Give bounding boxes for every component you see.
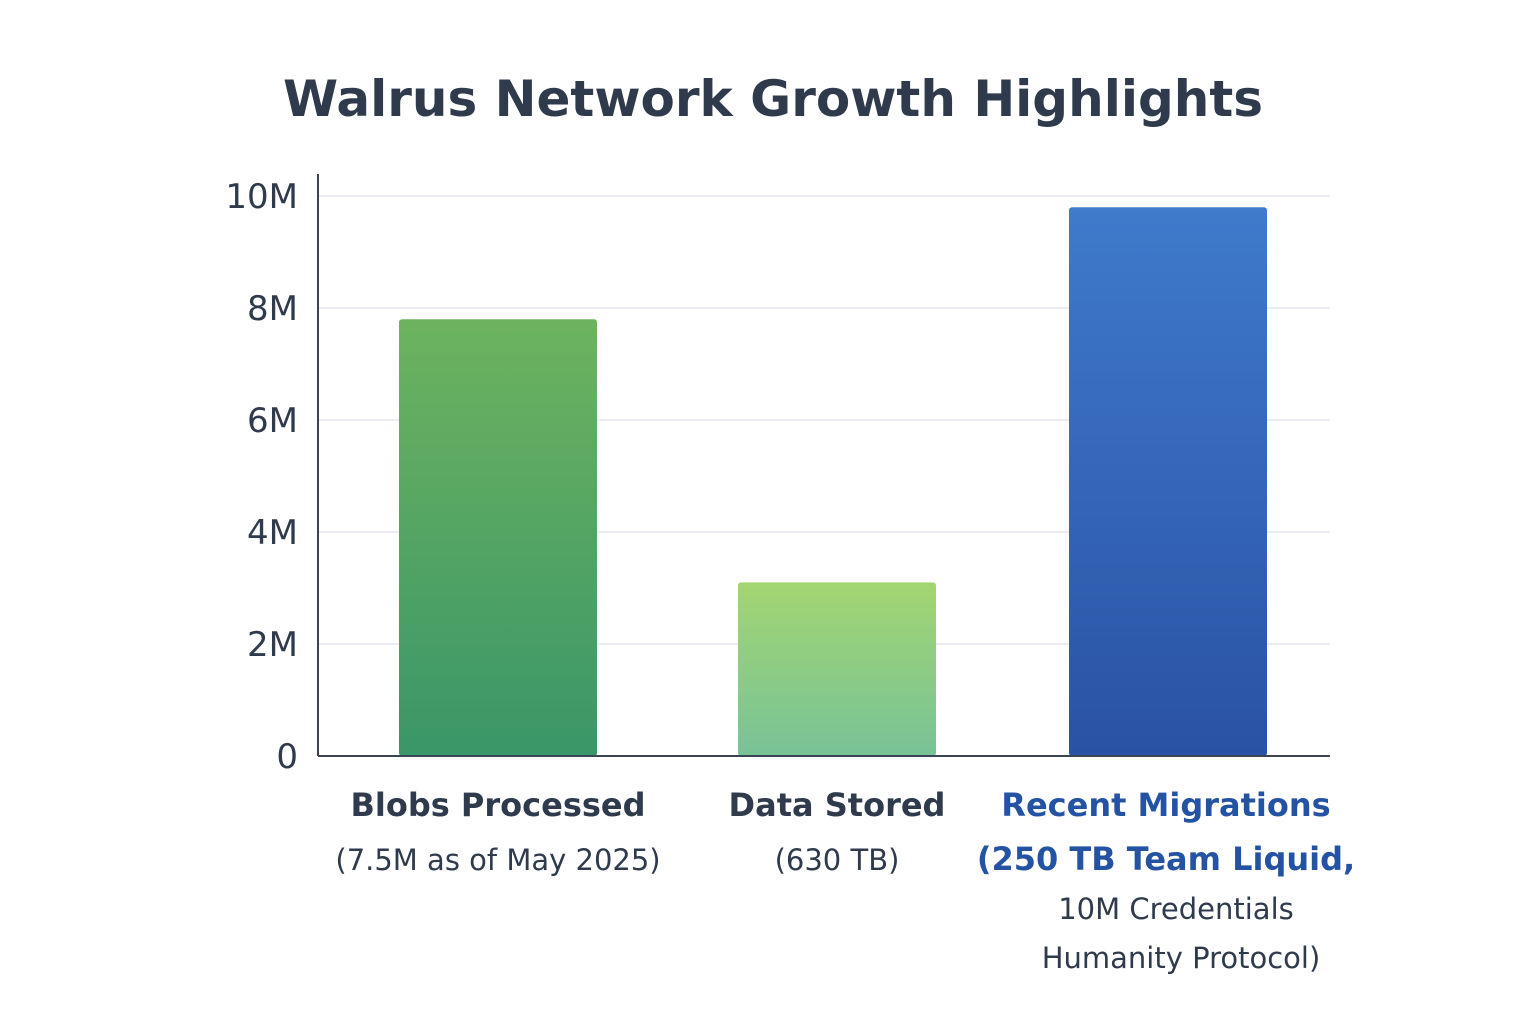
bars bbox=[399, 207, 1267, 756]
x-tick-sublabel: Humanity Protocol) bbox=[1042, 941, 1321, 975]
y-tick-label: 2M bbox=[247, 625, 298, 665]
y-tick-label: 0 bbox=[276, 737, 298, 777]
x-tick-sublabel: (250 TB Team Liquid, bbox=[977, 840, 1355, 878]
y-tick-label: 4M bbox=[247, 513, 298, 553]
bar bbox=[738, 582, 936, 756]
x-tick-label: Data Stored bbox=[729, 786, 946, 824]
category-labels: Blobs Processed (7.5M as of May 2025) Data… bbox=[335, 786, 1355, 975]
x-tick-sublabel: (630 TB) bbox=[775, 843, 900, 877]
chart-title: Walrus Network Growth Highlights bbox=[283, 70, 1263, 128]
x-tick-sublabel: 10M Credentials bbox=[1058, 892, 1294, 926]
bar bbox=[399, 319, 597, 756]
y-tick-label: 8M bbox=[247, 289, 298, 329]
y-tick-label: 10M bbox=[225, 177, 298, 217]
x-tick-label: Blobs Processed bbox=[350, 786, 645, 824]
x-tick-sublabel: (7.5M as of May 2025) bbox=[335, 843, 660, 877]
x-tick-label: Recent Migrations bbox=[1001, 786, 1330, 824]
bar bbox=[1069, 207, 1267, 756]
y-tick-labels: 0 2M 4M 6M 8M 10M bbox=[225, 177, 298, 777]
axes bbox=[317, 174, 1330, 757]
y-tick-label: 6M bbox=[247, 401, 298, 441]
